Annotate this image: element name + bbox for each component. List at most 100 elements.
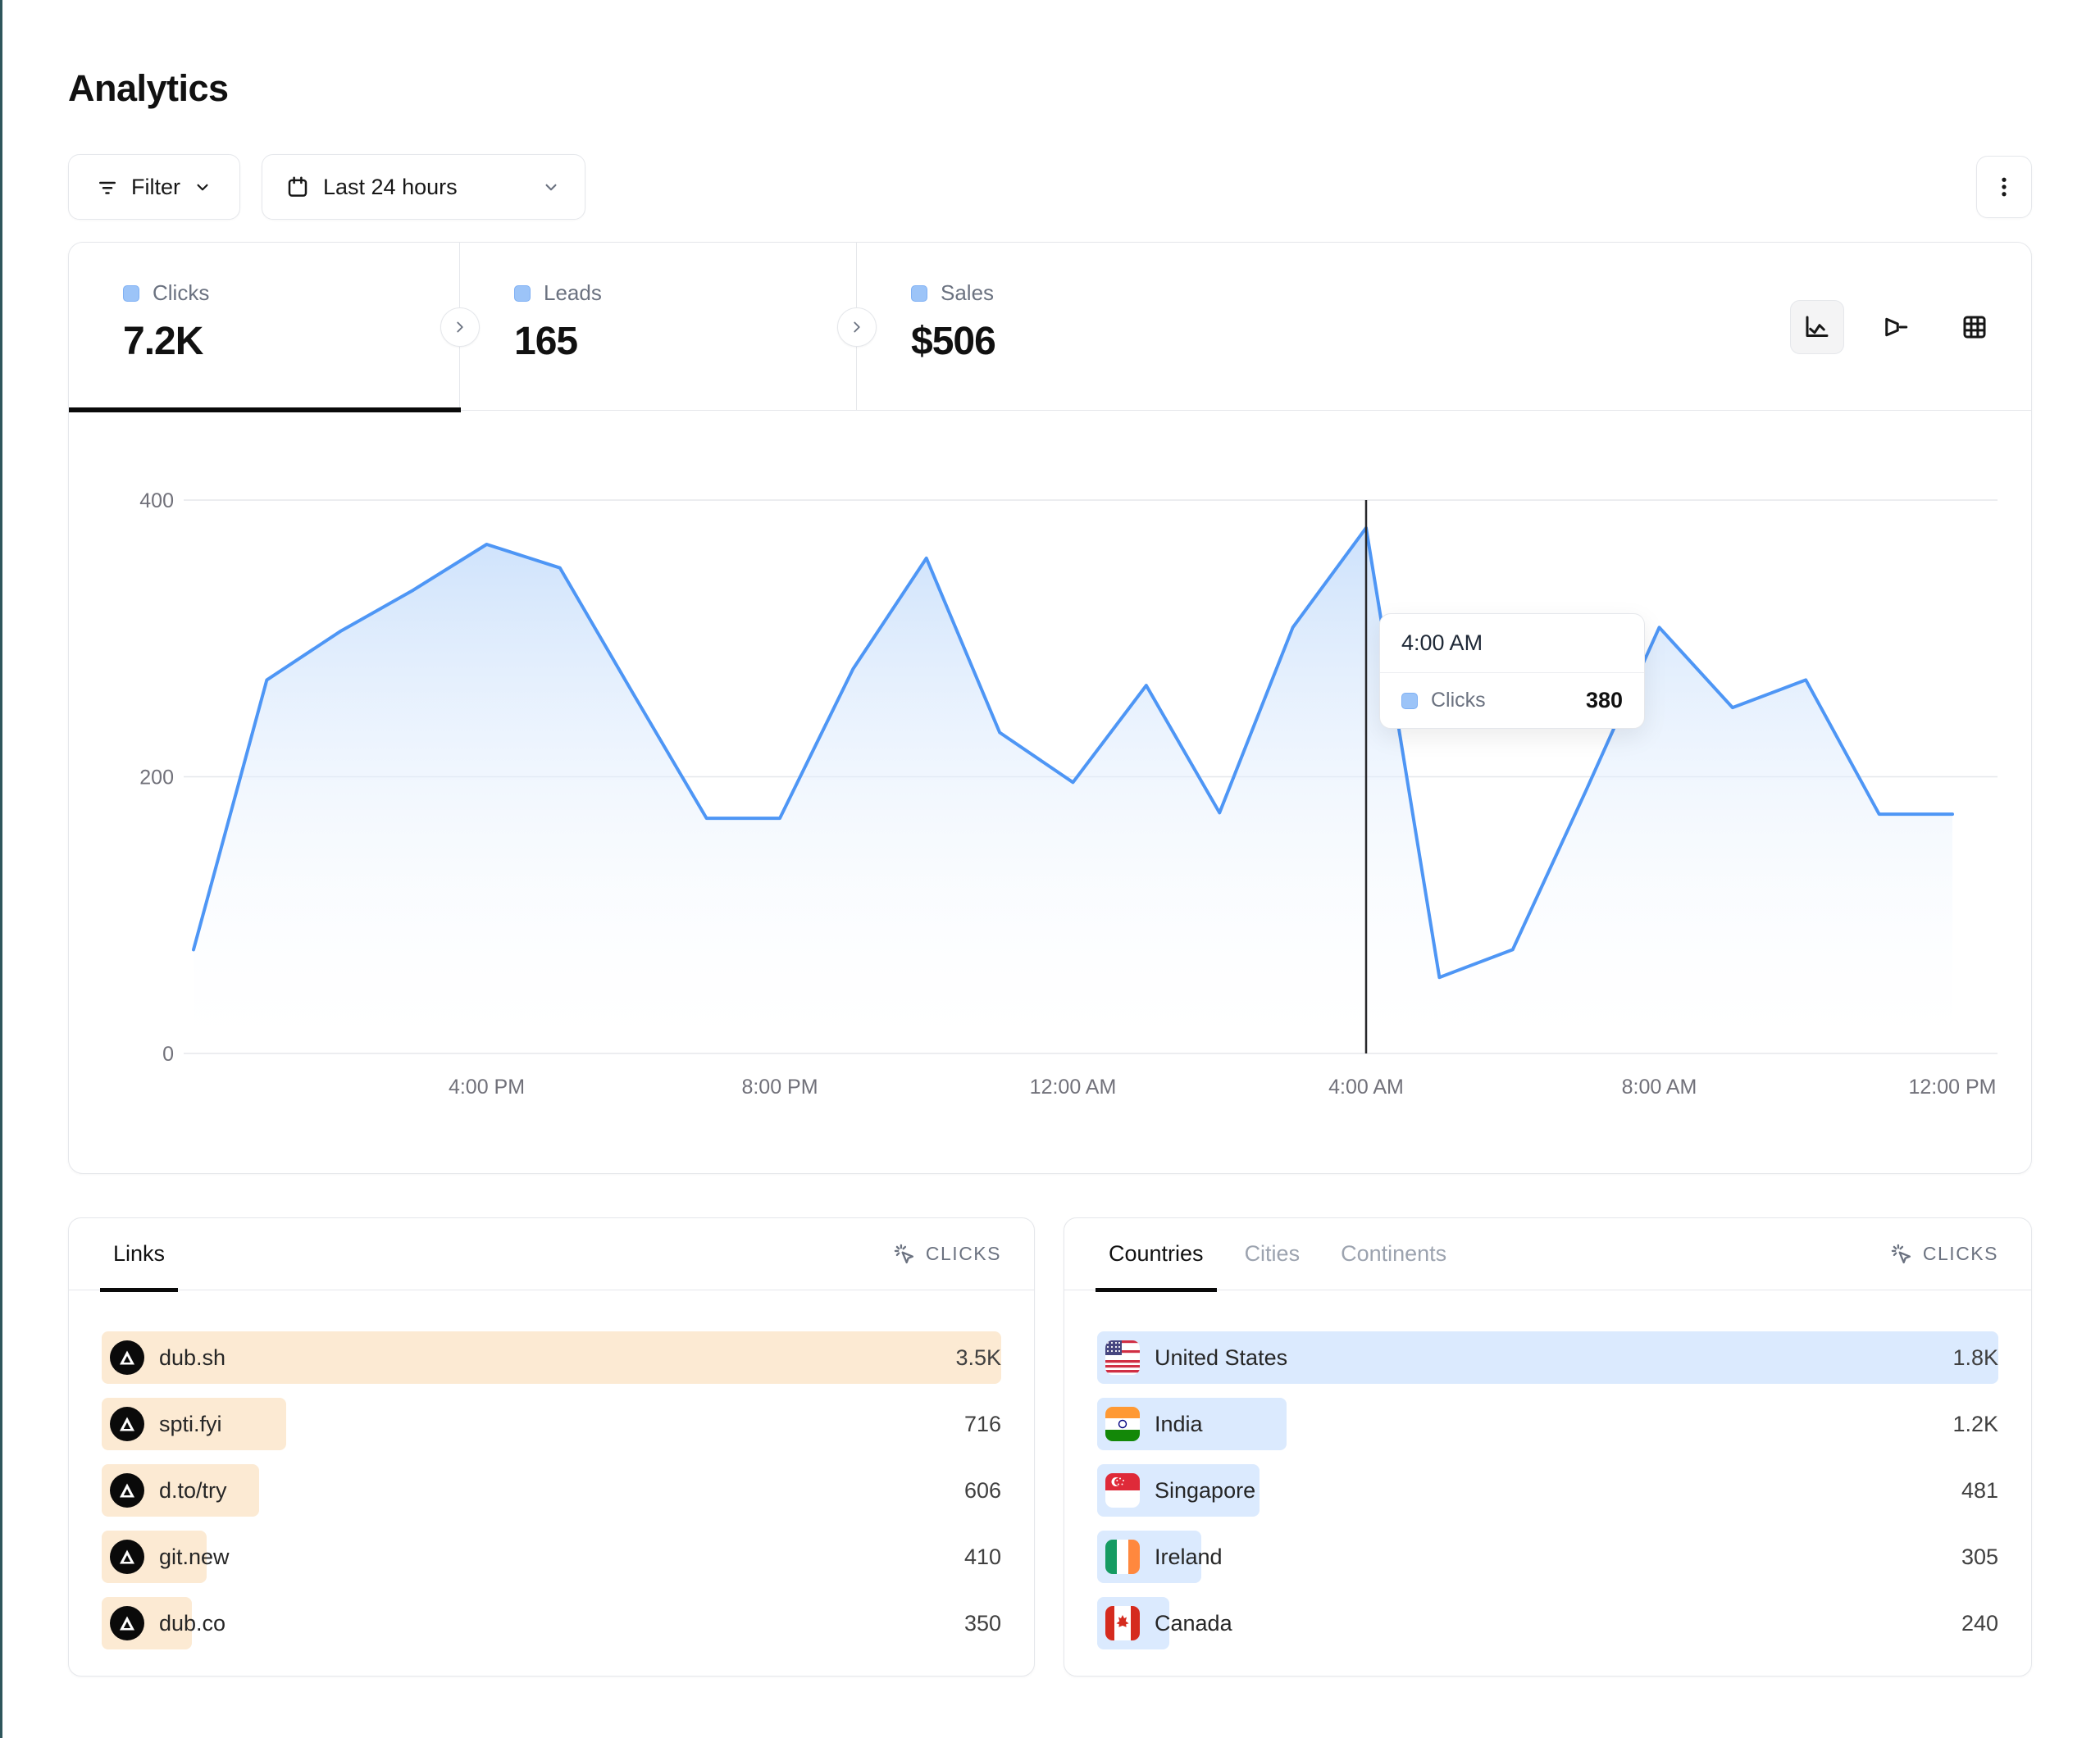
singapore-flag <box>1105 1473 1140 1508</box>
row-value: 481 <box>1961 1477 1998 1503</box>
leads-legend-icon <box>514 284 531 302</box>
table-row[interactable]: United States 1.8K <box>1097 1331 1998 1384</box>
row-value: 410 <box>963 1544 1001 1569</box>
filter-button-label: Filter <box>131 174 180 199</box>
row-label: spti.fyi <box>159 1411 222 1436</box>
row-bar <box>1097 1331 1998 1384</box>
tab-cities[interactable]: Cities <box>1245 1218 1301 1290</box>
tooltip-value: 380 <box>1585 688 1623 712</box>
india-flag <box>1105 1407 1140 1441</box>
active-tab-underline <box>1096 1287 1217 1292</box>
tab-leads[interactable]: Leads 165 <box>460 243 857 411</box>
stats-row: Clicks 7.2K Leads 165 Sales $506 <box>69 243 2031 412</box>
left-accent-border <box>0 0 2 1738</box>
chart-view-switcher <box>1790 300 2002 354</box>
cursor-click-icon <box>1891 1244 1911 1263</box>
x-axis-tick: 12:00 AM <box>1030 1076 1117 1099</box>
row-label: India <box>1155 1411 1203 1436</box>
date-range-button[interactable]: Last 24 hours <box>262 154 585 220</box>
table-row[interactable]: Canada 240 <box>1097 1597 1998 1649</box>
row-value: 350 <box>963 1610 1001 1636</box>
table-grid-icon <box>1963 316 1986 339</box>
tab-sales[interactable]: Sales $506 <box>857 243 1267 411</box>
singapore-flag <box>1105 1473 1140 1508</box>
y-axis-tick: 200 <box>139 767 174 789</box>
table-row[interactable]: d.to/try 606 <box>102 1464 1001 1517</box>
funnel-view-button[interactable] <box>1869 300 1923 354</box>
stat-label: Clicks <box>153 280 210 305</box>
geo-metric-toggle[interactable]: CLICKS <box>1890 1243 1998 1266</box>
clicks-timeseries-chart[interactable]: 0 200 400 4:00 PM 8:00 PM 12:00 AM 4:00 AM 8:00… <box>69 411 2033 1175</box>
links-panel-header: Links CLICKS <box>69 1218 1034 1292</box>
ireland-flag <box>1105 1540 1140 1574</box>
row-value: 606 <box>963 1477 1001 1503</box>
x-axis-tick: 4:00 PM <box>449 1076 525 1099</box>
y-axis-tick: 400 <box>139 489 174 512</box>
row-value: 305 <box>1961 1544 1998 1569</box>
sales-legend-icon <box>911 284 927 302</box>
link-favicon <box>110 1540 144 1574</box>
tooltip-series-legend-icon <box>1401 692 1418 709</box>
chevron-right-icon <box>854 321 860 333</box>
row-label: dub.co <box>159 1610 226 1636</box>
filter-button[interactable]: Filter <box>68 154 240 220</box>
table-row[interactable]: Singapore 481 <box>1097 1464 1998 1517</box>
active-tab-underline <box>69 407 461 412</box>
link-favicon <box>110 1606 144 1640</box>
table-row[interactable]: spti.fyi 716 <box>102 1398 1001 1450</box>
row-value: 1.8K <box>1952 1344 1998 1370</box>
row-label: dub.sh <box>159 1344 226 1370</box>
expand-leads-button[interactable] <box>837 307 877 347</box>
india-flag <box>1105 1407 1140 1441</box>
date-range-label: Last 24 hours <box>323 174 458 199</box>
y-axis-tick: 0 <box>162 1043 174 1066</box>
dub-logo-icon <box>120 1616 134 1631</box>
row-value: 240 <box>1961 1610 1998 1636</box>
dub-logo-icon <box>120 1350 134 1365</box>
tab-clicks[interactable]: Clicks 7.2K <box>69 243 461 412</box>
stat-value: 165 <box>514 320 578 363</box>
tooltip-time: 4:00 AM <box>1380 614 1644 673</box>
table-view-button[interactable] <box>1947 300 2002 354</box>
row-label: United States <box>1155 1344 1288 1370</box>
ireland-flag <box>1105 1540 1140 1574</box>
area-chart: 0 200 400 4:00 PM 8:00 PM 12:00 AM 4:00 AM 8:00… <box>139 489 1998 1099</box>
countries-list: United States 1.8K India 1.2K Singapore 481 Ir… <box>1064 1290 2031 1649</box>
dub-logo-icon <box>120 1417 134 1431</box>
geo-panel: Countries Cities Continents CLICKS Un <box>1064 1217 2032 1677</box>
tab-continents[interactable]: Continents <box>1341 1218 1446 1290</box>
toolbar: Filter Last 24 hours <box>68 154 2032 220</box>
x-axis-tick: 8:00 PM <box>741 1076 818 1099</box>
more-options-button[interactable] <box>1976 156 2032 218</box>
cities-tab-label: Cities <box>1244 1241 1301 1266</box>
table-row[interactable]: Ireland 305 <box>1097 1531 1998 1583</box>
line-chart-icon <box>1806 316 1829 337</box>
expand-clicks-button[interactable] <box>440 307 480 347</box>
links-list: dub.sh 3.5K spti.fyi 716 d.to/try 606 git.new 4… <box>69 1290 1034 1649</box>
table-row[interactable]: dub.sh 3.5K <box>102 1331 1001 1384</box>
countries-tab-label: Countries <box>1109 1241 1204 1266</box>
continents-tab-label: Continents <box>1341 1241 1447 1266</box>
row-label: git.new <box>159 1544 230 1569</box>
filter-icon <box>99 181 116 194</box>
table-row[interactable]: India 1.2K <box>1097 1398 1998 1450</box>
table-row[interactable]: dub.co 350 <box>102 1597 1001 1649</box>
kebab-menu-icon <box>2002 177 2007 197</box>
stat-label: Leads <box>544 280 602 305</box>
row-label: Singapore <box>1155 1477 1256 1503</box>
links-tab-label: Links <box>113 1241 166 1266</box>
links-panel: Links CLICKS dub.sh 3.5K spti.fyi 716 d.to/t… <box>68 1217 1035 1677</box>
chart-tooltip: 4:00 AM Clicks 380 <box>1379 613 1645 729</box>
us-flag <box>1105 1340 1140 1375</box>
tab-countries[interactable]: Countries <box>1096 1218 1217 1292</box>
links-metric-toggle[interactable]: CLICKS <box>893 1243 1001 1266</box>
canada-flag <box>1105 1606 1140 1640</box>
chevron-down-icon <box>197 184 208 191</box>
tab-links[interactable]: Links <box>100 1218 179 1292</box>
dub-logo-icon <box>120 1483 134 1498</box>
row-value: 1.2K <box>1952 1411 1998 1436</box>
line-chart-view-button[interactable] <box>1790 300 1844 354</box>
link-favicon <box>110 1340 144 1375</box>
table-row[interactable]: git.new 410 <box>102 1531 1001 1583</box>
x-axis-tick: 12:00 PM <box>1908 1076 1996 1099</box>
